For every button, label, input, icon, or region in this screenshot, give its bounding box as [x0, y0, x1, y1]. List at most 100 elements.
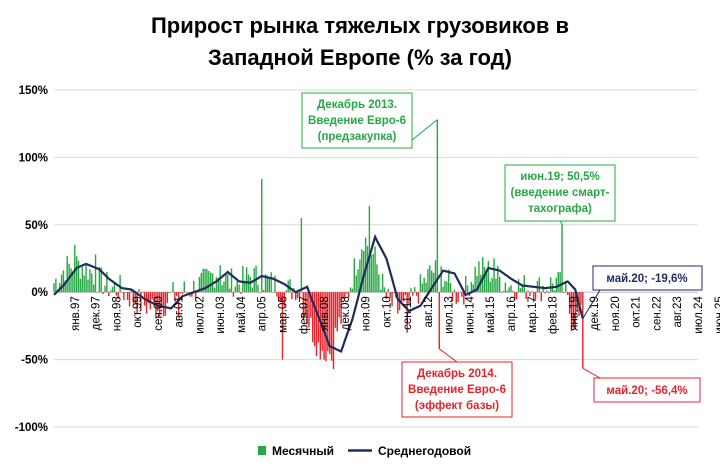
monthly-bar	[74, 245, 76, 293]
monthly-bar	[87, 279, 89, 293]
monthly-bar	[570, 292, 573, 331]
monthly-bar	[151, 292, 153, 300]
monthly-bar	[272, 292, 274, 293]
monthly-bar	[534, 292, 537, 299]
monthly-bar	[553, 290, 556, 293]
monthly-bar	[485, 273, 488, 293]
monthly-bar	[172, 282, 174, 293]
monthly-bar	[89, 269, 91, 293]
monthly-bar	[440, 266, 442, 293]
monthly-bar	[336, 292, 338, 332]
monthly-bar	[529, 292, 531, 296]
monthly-bar	[319, 292, 321, 360]
y-tick-label-3: 0%	[31, 287, 48, 299]
monthly-bar	[391, 292, 393, 307]
monthly-bar	[412, 292, 414, 296]
monthly-bar	[160, 292, 163, 308]
monthly-bar	[531, 291, 533, 293]
annotation-may20-average-box	[592, 265, 703, 291]
monthly-bar	[542, 285, 544, 293]
monthly-bar	[170, 291, 172, 293]
monthly-bar	[96, 292, 99, 293]
x-tick-label-2: ноя.98	[111, 296, 123, 331]
monthly-bar	[332, 292, 335, 370]
legend-swatch-monthly	[258, 446, 266, 455]
monthly-bar	[279, 292, 282, 302]
monthly-bar	[572, 292, 575, 328]
monthly-bar	[236, 279, 238, 293]
annotation-may20-monthly-text: май.20; -56,4%	[606, 385, 687, 397]
monthly-bar	[121, 292, 123, 293]
monthly-bar	[230, 268, 233, 293]
x-tick-label-30: июл.24	[693, 296, 705, 334]
monthly-bar	[283, 292, 286, 307]
monthly-bar	[183, 281, 186, 293]
monthly-bar	[109, 290, 112, 293]
monthly-bar	[185, 292, 187, 293]
monthly-bar	[304, 292, 306, 316]
x-tick-label-23: фев.18	[548, 296, 560, 334]
monthly-bar	[77, 260, 80, 293]
annotation-dec2014-line3: (эффект базы)	[415, 400, 499, 412]
chart-title-line1: Прирост рынка тяжелых грузовиков в	[151, 13, 569, 38]
monthly-bar	[166, 292, 169, 303]
monthly-bar	[142, 292, 144, 293]
monthly-bar	[206, 269, 208, 293]
y-tick-label-4: -50%	[21, 355, 48, 367]
monthly-bar	[213, 287, 216, 293]
monthly-bar	[276, 292, 278, 297]
x-tick-label-14: ноя.09	[361, 296, 373, 331]
monthly-bar	[378, 274, 380, 293]
monthly-bar	[463, 292, 465, 305]
monthly-bar	[431, 270, 433, 293]
x-tick-label-25: дек.19	[589, 296, 601, 330]
monthly-bar	[357, 269, 359, 293]
monthly-bar	[523, 275, 525, 293]
x-tick-label-1: дек.97	[91, 296, 103, 330]
x-tick-label-20: май.15	[485, 296, 497, 333]
monthly-bar	[300, 218, 303, 293]
monthly-bar	[402, 292, 405, 300]
x-tick-label-28: сен.22	[651, 296, 663, 330]
monthly-bar	[187, 291, 189, 293]
annotation-may20-monthly-box	[593, 377, 701, 403]
x-tick-label-18: июл.13	[444, 296, 456, 334]
monthly-bar	[217, 277, 220, 293]
monthly-bar	[225, 274, 227, 293]
monthly-bar	[461, 292, 463, 297]
monthly-bar	[481, 257, 484, 293]
monthly-bar	[123, 292, 125, 301]
monthly-bar	[376, 264, 378, 293]
monthly-bar	[381, 273, 384, 293]
monthly-bar	[174, 292, 176, 301]
annotation-dec2013-line1: Декабрь 2013.	[317, 99, 397, 111]
monthly-bar	[574, 292, 576, 330]
monthly-bar	[228, 288, 231, 293]
monthly-bar	[555, 277, 558, 293]
monthly-bar	[70, 268, 72, 293]
monthly-bar	[58, 283, 61, 293]
y-tick-label-2: 50%	[25, 220, 48, 232]
monthly-bar	[374, 246, 376, 293]
monthly-bar	[521, 285, 524, 293]
monthly-bar	[346, 292, 348, 294]
monthly-bar	[111, 286, 114, 293]
monthly-bar	[83, 275, 85, 293]
monthly-bar	[568, 292, 571, 314]
monthly-bar	[125, 292, 127, 293]
monthly-bar	[453, 289, 456, 293]
monthly-bar	[104, 285, 106, 293]
annotation-dec2013: Декабрь 2013. Введение Евро-6 (предзакуп…	[301, 92, 438, 149]
x-tick-label-11: фев.07	[298, 296, 310, 334]
monthly-bar	[404, 292, 406, 296]
monthly-bars	[53, 119, 584, 370]
monthly-bar	[423, 277, 425, 293]
annotation-may20-monthly: май.20; -56,4%	[582, 367, 701, 403]
x-tick-label-6: июл.02	[194, 296, 206, 334]
monthly-bar	[393, 292, 395, 294]
monthly-bar	[278, 292, 280, 302]
x-tick-label-4: сен.00	[153, 296, 165, 330]
x-tick-label-27: окт.21	[631, 296, 643, 328]
